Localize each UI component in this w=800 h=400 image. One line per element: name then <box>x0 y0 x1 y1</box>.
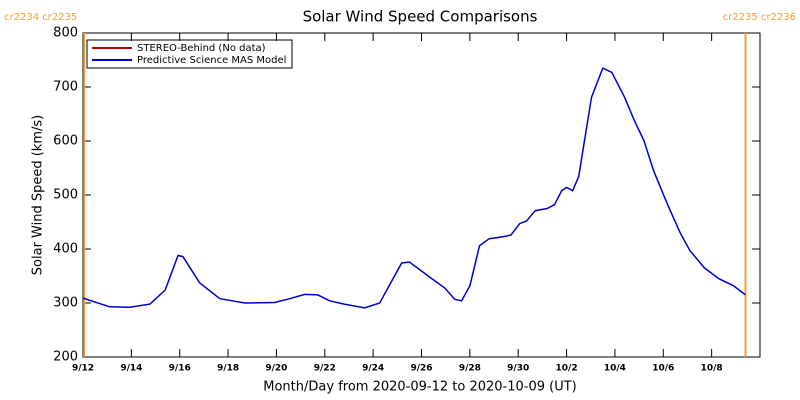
x-tick-label: 9/24 <box>362 364 384 374</box>
data-line <box>82 67 746 309</box>
x-tick-label: 9/14 <box>120 364 142 374</box>
y-tick-label: 500 <box>53 188 78 203</box>
chart-title: Solar Wind Speed Comparisons <box>303 8 538 26</box>
x-tick-label: 9/28 <box>459 364 481 374</box>
x-tick-label: 9/26 <box>410 364 432 374</box>
legend-label: Predictive Science MAS Model <box>137 55 286 66</box>
y-tick-label: 600 <box>53 134 78 149</box>
y-tick-label: 700 <box>53 80 78 95</box>
x-tick-label: 10/2 <box>556 364 578 374</box>
x-tick-label: 9/12 <box>72 364 94 374</box>
x-tick-label: 9/30 <box>507 364 529 374</box>
legend: STEREO-Behind (No data)Predictive Scienc… <box>86 39 293 69</box>
plot-frame <box>82 32 761 358</box>
y-axis-label: Solar Wind Speed (km/s) <box>31 115 46 275</box>
y-tick-label: 400 <box>53 242 78 257</box>
x-tick-label: 10/8 <box>701 364 723 374</box>
annotation: cr2234 cr2235 <box>4 12 77 23</box>
x-tick-label: 9/20 <box>265 364 287 374</box>
x-tick-label: 9/22 <box>314 364 336 374</box>
y-tick-label: 800 <box>53 26 78 41</box>
y-tick-label: 200 <box>53 350 78 365</box>
annotation: cr2235 cr2236 <box>723 12 796 23</box>
x-axis-label: Month/Day from 2020-09-12 to 2020-10-09 … <box>263 380 576 395</box>
y-tick-label: 300 <box>53 296 78 311</box>
legend-label: STEREO-Behind (No data) <box>137 43 266 54</box>
x-tick-label: 9/18 <box>217 364 239 374</box>
x-tick-label: 9/16 <box>169 364 191 374</box>
x-tick-label: 10/4 <box>604 364 626 374</box>
legend-box <box>86 39 293 69</box>
x-tick-label: 10/6 <box>652 364 674 374</box>
